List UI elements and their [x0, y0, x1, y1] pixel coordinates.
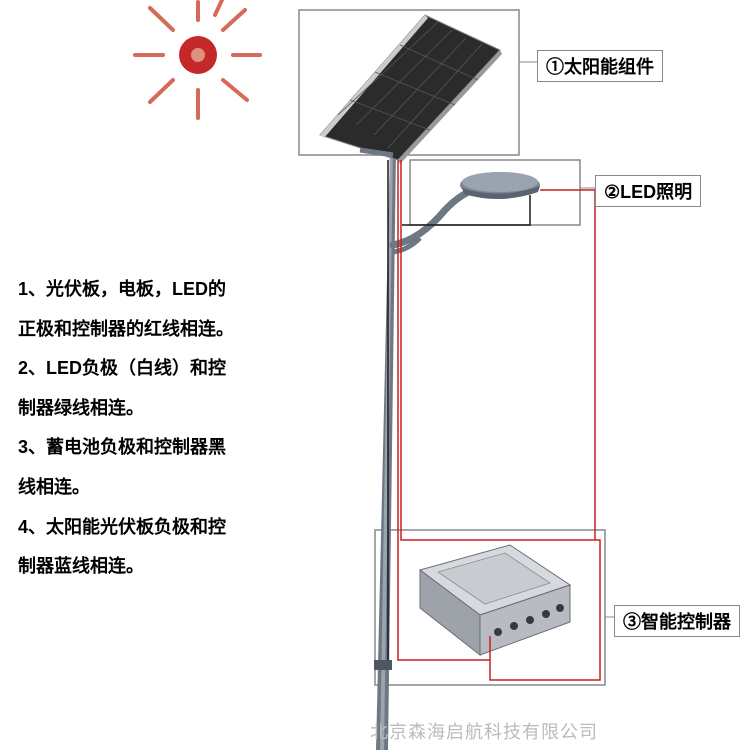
sun-icon — [135, 0, 260, 118]
instruction-line: 正极和控制器的红线相连。 — [18, 310, 278, 350]
instruction-line: 1、光伏板，电板，LED的 — [18, 270, 278, 310]
label-led: ②LED照明 — [595, 175, 701, 207]
pole — [374, 150, 396, 750]
instruction-line: 4、太阳能光伏板负极和控 — [18, 508, 278, 548]
lamp-arm — [393, 172, 540, 252]
label-controller: ③智能控制器 — [614, 605, 740, 637]
instruction-line: 制器蓝线相连。 — [18, 547, 278, 587]
led-lamp — [460, 172, 540, 199]
instructions-block: 1、光伏板，电板，LED的 正极和控制器的红线相连。 2、LED负极（白线）和控… — [18, 270, 278, 587]
instruction-line: 2、LED负极（白线）和控 — [18, 349, 278, 389]
controller-device — [420, 545, 570, 655]
instruction-line: 3、蓄电池负极和控制器黑 — [18, 428, 278, 468]
solar-panel — [320, 15, 502, 164]
instruction-line: 制器绿线相连。 — [18, 389, 278, 429]
watermark-text: 北京森海启航科技有限公司 — [370, 718, 598, 744]
instruction-line: 线相连。 — [18, 468, 278, 508]
label-solar: ①太阳能组件 — [537, 50, 663, 82]
